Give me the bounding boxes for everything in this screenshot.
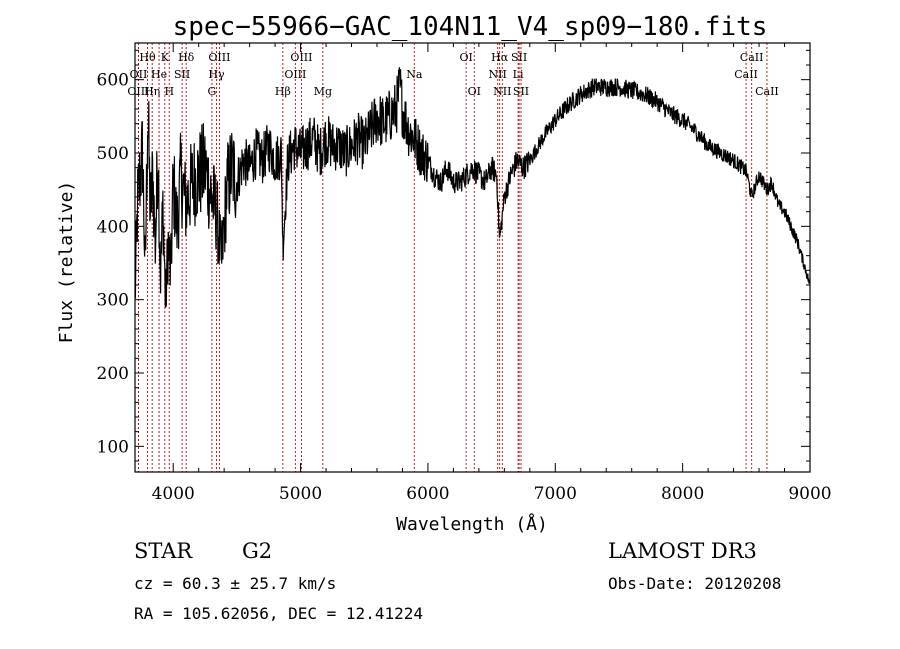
spectral-line-label: SII bbox=[174, 68, 190, 81]
spectral-line-label: He bbox=[151, 68, 167, 81]
spectral-line-label: H bbox=[164, 85, 174, 98]
x-tick-label: 8000 bbox=[661, 484, 704, 504]
survey-name: LAMOST DR3 bbox=[608, 539, 757, 563]
spectral-line-label: Li bbox=[513, 68, 524, 81]
y-tick-label: 400 bbox=[97, 217, 129, 237]
redshift-velocity: cz = 60.3 ± 25.7 km/s bbox=[134, 574, 336, 593]
y-axis-label: Flux (relative) bbox=[56, 181, 77, 344]
observation-date: Obs-Date: 20120208 bbox=[608, 574, 781, 593]
x-axis-ticks: 4000 5000 6000 7000 8000 9000 bbox=[152, 43, 832, 504]
spectral-line-label: SII bbox=[513, 85, 529, 98]
flux-series-line bbox=[134, 67, 810, 308]
spectral-line-label: OI bbox=[459, 51, 472, 64]
spectral-line-label: CaII bbox=[740, 51, 764, 64]
spectral-line-label: CaII bbox=[734, 68, 758, 81]
spectral-line-label: OI bbox=[468, 85, 481, 98]
plot-frame bbox=[134, 42, 811, 473]
spectral-line-label: Mg bbox=[314, 85, 332, 98]
spectral-line-label: Hβ bbox=[275, 85, 291, 98]
y-tick-label: 200 bbox=[97, 364, 129, 384]
spectral-line-label: Hη bbox=[144, 85, 160, 98]
spectral-line-label: Hγ bbox=[208, 68, 225, 81]
x-tick-label: 5000 bbox=[279, 484, 322, 504]
spectral-line-label: SII bbox=[511, 51, 527, 64]
object-subclass: G2 bbox=[242, 539, 272, 563]
spectral-line-label: OIII bbox=[208, 51, 230, 64]
y-axis-ticks: 100 200 300 400 500 600 bbox=[97, 49, 810, 462]
x-tick-label: 9000 bbox=[788, 484, 831, 504]
spectral-line-label: Hδ bbox=[178, 51, 195, 64]
spectral-line-label: NII bbox=[489, 68, 507, 81]
spectral-line-label: OIII bbox=[284, 68, 306, 81]
spectral-line-label: Hθ bbox=[139, 51, 156, 64]
x-tick-label: 7000 bbox=[534, 484, 577, 504]
x-axis-label: Wavelength (Å) bbox=[396, 513, 548, 535]
spectral-line-label: Hα bbox=[491, 51, 509, 64]
chart-title: spec−55966−GAC_104N11_V4_sp09−180.fits bbox=[173, 12, 768, 42]
spectral-line-label: OIII bbox=[127, 85, 149, 98]
spectral-line-label: OIII bbox=[290, 51, 312, 64]
object-class: STAR bbox=[134, 539, 193, 563]
spectral-line-label: G bbox=[208, 85, 217, 98]
spectral-line-label: CaII bbox=[755, 85, 779, 98]
spectral-line-markers bbox=[137, 43, 768, 472]
y-tick-label: 300 bbox=[97, 291, 129, 311]
y-tick-label: 500 bbox=[97, 144, 129, 164]
coordinates: RA = 105.62056, DEC = 12.41224 bbox=[134, 604, 423, 623]
y-tick-label: 600 bbox=[97, 71, 129, 91]
spectral-line-label: OII bbox=[130, 68, 148, 81]
x-tick-label: 6000 bbox=[406, 484, 449, 504]
spectral-line-label: NII bbox=[493, 85, 511, 98]
x-tick-label: 4000 bbox=[152, 484, 195, 504]
spectral-line-label: K bbox=[161, 51, 170, 64]
spectral-line-label: Na bbox=[406, 68, 423, 81]
y-tick-label: 100 bbox=[97, 437, 129, 457]
